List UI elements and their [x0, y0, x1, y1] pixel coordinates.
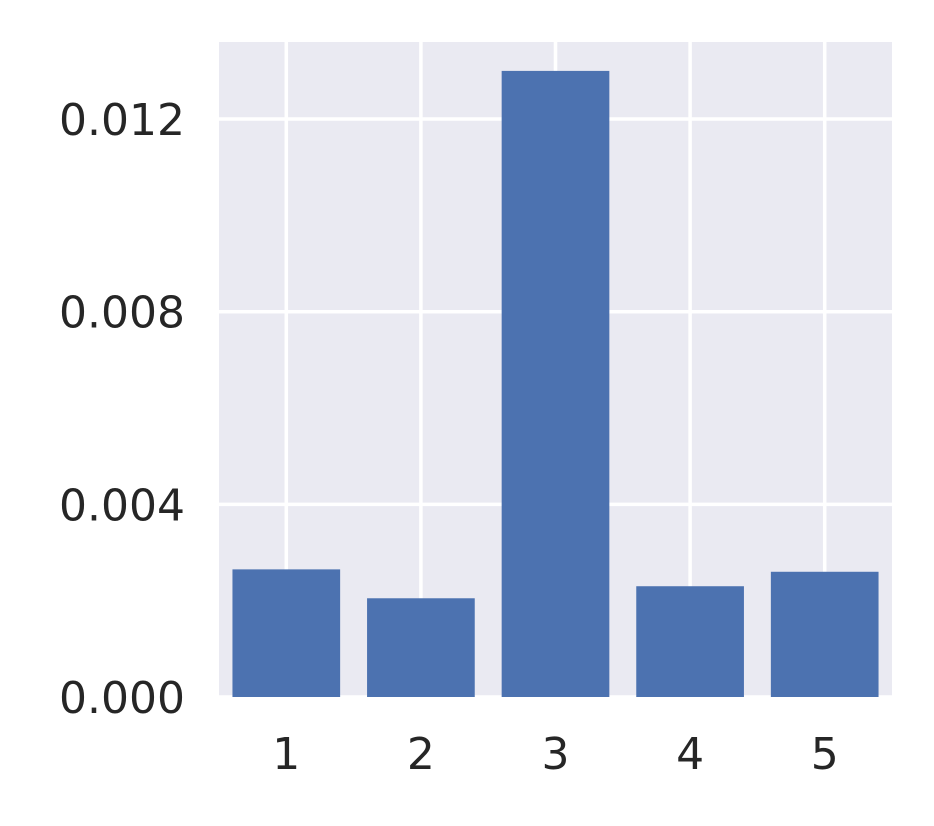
bar-1: [232, 569, 341, 697]
bar-2: [367, 598, 475, 697]
y-tick-label: 0.012: [59, 95, 185, 146]
x-tick-label: 1: [272, 729, 300, 780]
y-tick-label: 0.000: [59, 673, 185, 724]
bar-5: [770, 571, 879, 697]
x-tick-label: 5: [811, 729, 839, 780]
y-tick-label: 0.004: [59, 480, 185, 531]
bar-4: [636, 586, 744, 697]
y-tick-label: 0.008: [59, 288, 185, 339]
x-tick-label: 2: [407, 729, 435, 780]
x-axis-tick-labels: 1 2 3 4 5: [272, 729, 838, 780]
y-axis-tick-labels: 0.000 0.004 0.008 0.012: [59, 95, 185, 724]
x-tick-label: 4: [676, 729, 704, 780]
bars: [232, 70, 879, 698]
x-tick-label: 3: [542, 729, 570, 780]
bar-3: [501, 70, 610, 698]
